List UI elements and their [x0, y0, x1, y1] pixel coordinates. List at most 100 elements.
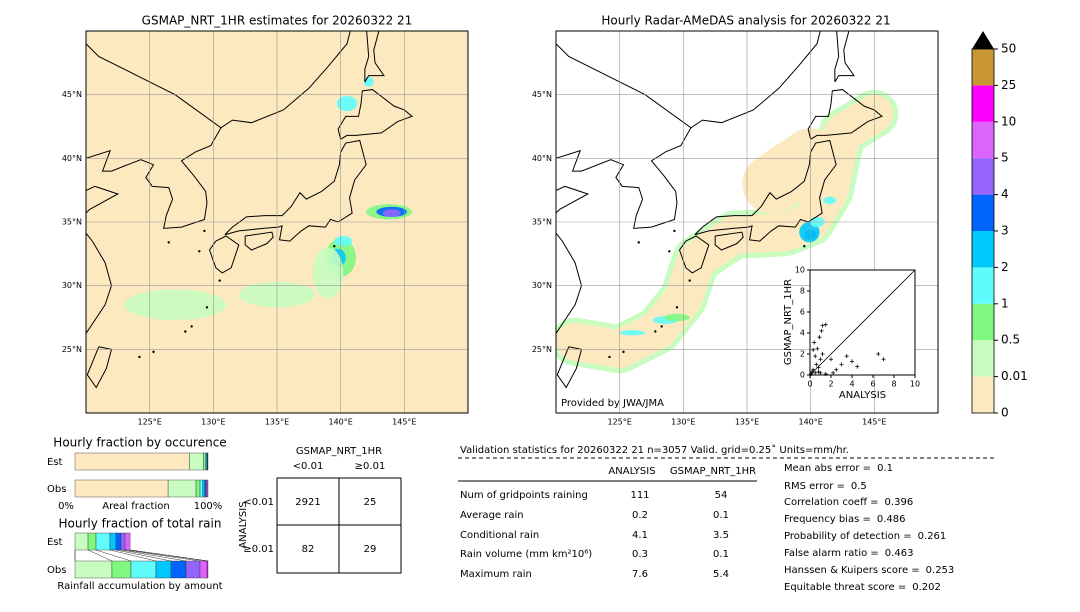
cell: 82: [302, 544, 315, 555]
scatter-point: [814, 362, 819, 367]
map-frame: [555, 30, 939, 414]
score-label: Probability of detection =: [784, 531, 912, 542]
bar-segment: [87, 532, 97, 551]
y-tick-label: 25°N: [532, 345, 552, 354]
y-tick-label: 40°N: [532, 154, 552, 163]
scatter-point: [844, 354, 849, 359]
x-tick-label: 6: [870, 380, 875, 389]
coastline: [220, 31, 351, 129]
bar-segment: [206, 560, 209, 579]
bar-segment: [199, 479, 203, 498]
connector: [87, 549, 113, 562]
x-tick-label: 135°E: [265, 418, 289, 427]
colorbar-segment: [972, 231, 994, 268]
scatter-point: [818, 357, 823, 362]
x-tick-label: 135°E: [735, 418, 759, 427]
bar-segment: [130, 560, 157, 579]
cell: 0.3: [632, 549, 648, 560]
scatter-point: [816, 369, 821, 374]
credit: Provided by JWA/JMA: [561, 398, 664, 409]
y-tick-label: 35°N: [62, 218, 82, 227]
connector: [130, 549, 209, 562]
colorbar-label: 50: [1001, 42, 1016, 56]
column-label: ≥0.01: [355, 461, 386, 472]
coastline: [556, 346, 583, 389]
x-tick-label: 2: [828, 380, 833, 389]
coastline: [834, 31, 855, 83]
colorbar-label: 10: [1001, 114, 1016, 128]
row-label: Num of gridpoints raining: [460, 490, 588, 501]
score-value: 0.463: [885, 548, 914, 559]
island: [198, 250, 201, 253]
scatter-point: [820, 323, 825, 328]
axis-min-label: 0%: [58, 501, 74, 512]
cell: 54: [715, 490, 728, 501]
colorbar-segment: [972, 49, 994, 86]
colorbar-label: 0.01: [1001, 369, 1028, 383]
validation-header: Validation statistics for 20260322 21 n=…: [460, 444, 849, 456]
y-tick-label: 30°N: [532, 281, 552, 290]
scatter-point: [817, 335, 822, 340]
island: [138, 355, 141, 359]
score-label: False alarm ratio =: [784, 548, 879, 559]
left-map-title: GSMAP_NRT_1HR estimates for 20260322 21: [142, 14, 413, 28]
colorbar-segment: [972, 267, 994, 304]
colorbar-segment: [972, 121, 994, 159]
column-header: GSMAP_NRT_1HR: [670, 466, 756, 477]
y-tick-label: 30°N: [62, 281, 82, 290]
score-label: Mean abs error =: [784, 463, 871, 474]
x-axis-label: ANALYSIS: [839, 390, 886, 401]
coverage: [742, 128, 841, 214]
coastline: [690, 31, 821, 129]
bar-segment: [74, 560, 113, 579]
score-value: 0.253: [926, 565, 955, 576]
rain-area: [336, 95, 358, 112]
rain-area: [124, 289, 227, 321]
colorbar-label: 0.5: [1001, 333, 1020, 347]
row-label: Est: [47, 457, 63, 468]
bar-segment: [203, 452, 206, 471]
diagonal: [809, 269, 916, 376]
x-tick-label: 4: [849, 380, 854, 389]
y-tick-label: 45°N: [62, 90, 82, 99]
island: [184, 330, 187, 333]
colorbar-segment: [972, 340, 994, 377]
coastline: [364, 31, 385, 83]
x-tick-label: 145°E: [862, 418, 886, 427]
bar-segment: [74, 452, 190, 471]
row-label: Average rain: [460, 510, 524, 521]
x-tick-label: 125°E: [138, 418, 162, 427]
island: [218, 279, 221, 282]
score-value: 0.202: [912, 582, 941, 593]
scatter-point: [811, 347, 816, 352]
x-tick-label: 8: [891, 380, 896, 389]
scatter-point: [881, 357, 886, 362]
rain-area: [823, 196, 837, 205]
bar-segment: [111, 560, 132, 579]
bar-segment: [170, 560, 187, 579]
connector: [124, 549, 201, 562]
island: [608, 355, 611, 359]
island: [654, 330, 657, 333]
connector: [115, 549, 172, 562]
bar-segment: [74, 532, 89, 551]
cell: 0.1: [713, 549, 729, 560]
bar-segment: [120, 532, 126, 551]
scatter-point: [812, 340, 817, 345]
x-tick-label: 0: [807, 380, 812, 389]
score-value: 0.5: [851, 481, 867, 492]
colorbar-segment: [972, 194, 994, 231]
scatter-point: [876, 352, 881, 356]
row-label: Conditional rain: [460, 530, 539, 541]
island: [622, 350, 625, 354]
cell: 29: [364, 544, 377, 555]
scatter-point: [823, 371, 828, 376]
scatter-point: [829, 357, 833, 362]
colorbar-segment: [972, 85, 994, 122]
coastline: [208, 235, 240, 274]
island: [205, 306, 209, 309]
bar-segment: [109, 532, 117, 551]
island: [203, 229, 206, 233]
bar-segment: [95, 532, 111, 551]
